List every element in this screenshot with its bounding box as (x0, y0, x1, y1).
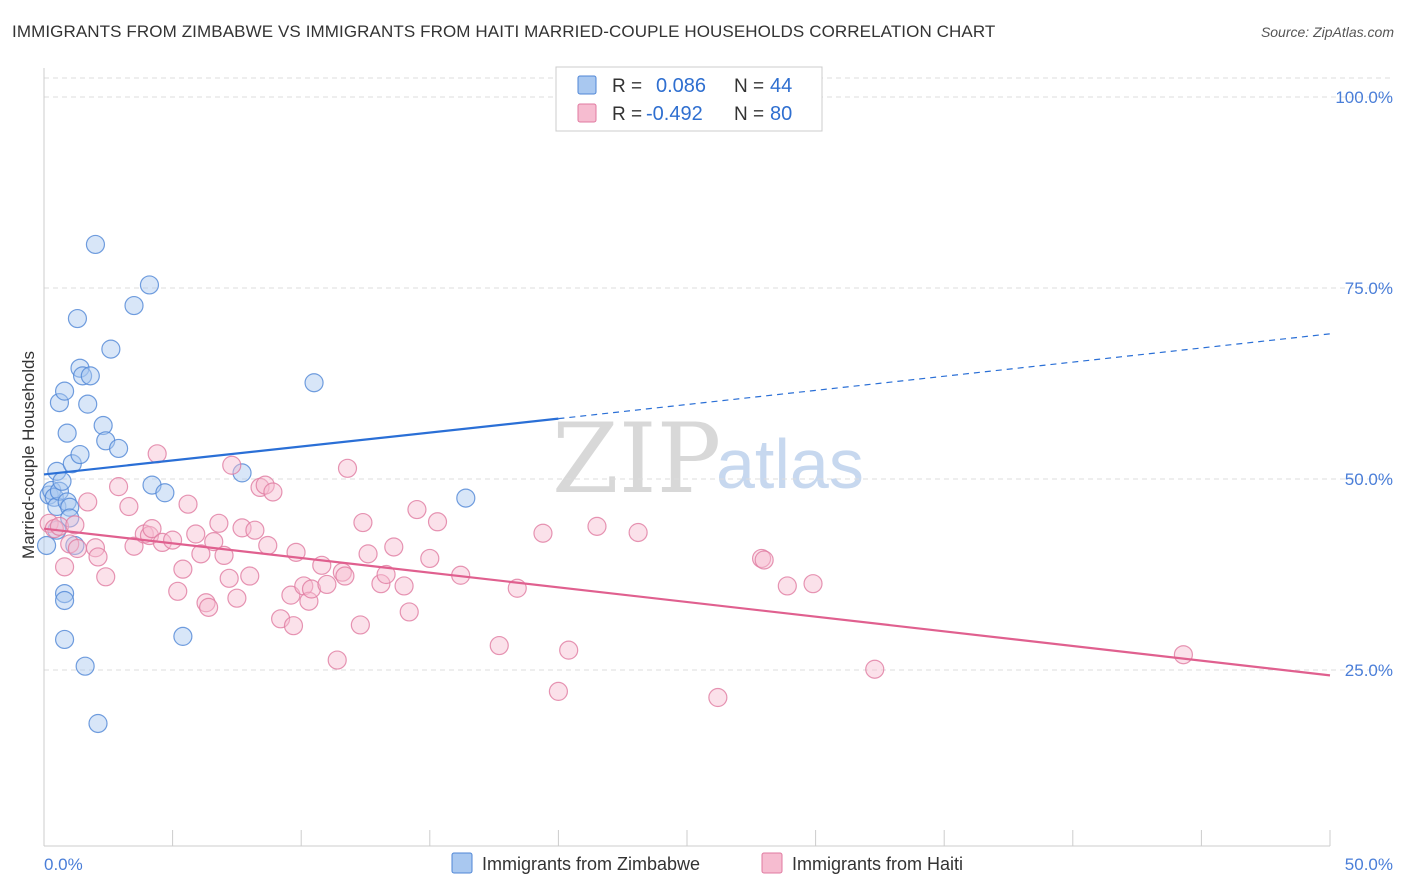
stats-box: R = 0.086 N = 44 R = -0.492 N = 80 (556, 67, 822, 131)
y-axis-label: Married-couple Households (19, 351, 38, 559)
watermark-zip: ZIP (552, 403, 721, 515)
haiti-point (400, 603, 418, 621)
zimbabwe-point (140, 276, 158, 294)
haiti-point (187, 525, 205, 543)
haiti-point (359, 545, 377, 563)
haiti-point (318, 575, 336, 593)
y-tick-label-25: 25.0% (1345, 661, 1393, 680)
stats-r-value-haiti: -0.492 (646, 103, 703, 125)
haiti-point (560, 641, 578, 659)
haiti-point (395, 577, 413, 595)
haiti-point (709, 689, 727, 707)
haiti-point (220, 569, 238, 587)
haiti-point (588, 517, 606, 535)
haiti-point (210, 514, 228, 532)
haiti-point (490, 637, 508, 655)
haiti-point (1174, 646, 1192, 664)
haiti-point (284, 617, 302, 635)
zimbabwe-point (174, 627, 192, 645)
haiti-point (110, 478, 128, 496)
haiti-point (89, 548, 107, 566)
stats-n-value-haiti: 80 (770, 103, 792, 125)
y-tick-labels: 25.0% 50.0% 75.0% 100.0% (1335, 88, 1393, 680)
zimbabwe-point (68, 310, 86, 328)
haiti-point (385, 538, 403, 556)
zimbabwe-point (102, 340, 120, 358)
haiti-point (804, 575, 822, 593)
zimbabwe-point (58, 424, 76, 442)
haiti-point (259, 536, 277, 554)
zimbabwe-point (53, 472, 71, 490)
x-axis-ticks (44, 830, 1330, 846)
stats-r-label-haiti: R = (612, 104, 642, 125)
haiti-point (223, 456, 241, 474)
haiti-point (174, 560, 192, 578)
haiti-point (164, 531, 182, 549)
haiti-point (264, 483, 282, 501)
zimbabwe-point (56, 630, 74, 648)
zimbabwe-point (125, 297, 143, 315)
chart-canvas: ZIP atlas 25.0% 50.0% 75.0% 100.0% 0.0% 50.… (0, 0, 1406, 892)
haiti-point (629, 523, 647, 541)
zimbabwe-point (305, 374, 323, 392)
zimbabwe-point (38, 536, 56, 554)
haiti-point (549, 682, 567, 700)
stats-n-label-zimbabwe: N = (734, 76, 764, 97)
zimbabwe-point (457, 489, 475, 507)
haiti-point (97, 568, 115, 586)
y-tick-label-75: 75.0% (1345, 279, 1393, 298)
x-tick-label-max: 50.0% (1345, 855, 1393, 874)
haiti-point (241, 567, 259, 585)
stats-r-value-zimbabwe: 0.086 (656, 75, 706, 97)
haiti-point (79, 493, 97, 511)
haiti-point (755, 551, 773, 569)
legend-label-haiti[interactable]: Immigrants from Haiti (792, 854, 963, 874)
haiti-point (328, 651, 346, 669)
x-tick-label-min: 0.0% (44, 855, 83, 874)
zimbabwe-point (89, 714, 107, 732)
legend-swatch-haiti[interactable] (762, 853, 782, 873)
zimbabwe-point (76, 657, 94, 675)
legend-swatch-zimbabwe[interactable] (452, 853, 472, 873)
haiti-point (336, 567, 354, 585)
zimbabwe-point (56, 591, 74, 609)
haiti-point (246, 521, 264, 539)
y-tick-label-100: 100.0% (1335, 88, 1393, 107)
haiti-point (179, 495, 197, 513)
haiti-point (228, 589, 246, 607)
legend: Immigrants from Zimbabwe Immigrants from… (452, 853, 963, 874)
zimbabwe-point (81, 367, 99, 385)
stats-n-label-haiti: N = (734, 104, 764, 125)
stats-swatch-zimbabwe (578, 76, 596, 94)
stats-n-value-zimbabwe: 44 (770, 75, 792, 97)
zimbabwe-point (110, 439, 128, 457)
haiti-point (351, 616, 369, 634)
haiti-point (200, 598, 218, 616)
haiti-point (354, 514, 372, 532)
watermark-atlas: atlas (716, 425, 864, 503)
haiti-point (778, 577, 796, 595)
zimbabwe-point (56, 382, 74, 400)
haiti-point (534, 524, 552, 542)
zimbabwe-point (71, 446, 89, 464)
haiti-point (338, 459, 356, 477)
haiti-point (421, 549, 439, 567)
haiti-point (148, 445, 166, 463)
haiti-point (429, 513, 447, 531)
zimbabwe-point (156, 484, 174, 502)
legend-label-zimbabwe[interactable]: Immigrants from Zimbabwe (482, 854, 700, 874)
haiti-point (120, 498, 138, 516)
y-tick-label-50: 50.0% (1345, 470, 1393, 489)
haiti-point (169, 582, 187, 600)
stats-swatch-haiti (578, 104, 596, 122)
haiti-point (866, 660, 884, 678)
haiti-point (56, 558, 74, 576)
zimbabwe-point (79, 395, 97, 413)
haiti-point (68, 540, 86, 558)
zimbabwe-point (86, 235, 104, 253)
stats-r-label-zimbabwe: R = (612, 76, 642, 97)
haiti-point (408, 501, 426, 519)
